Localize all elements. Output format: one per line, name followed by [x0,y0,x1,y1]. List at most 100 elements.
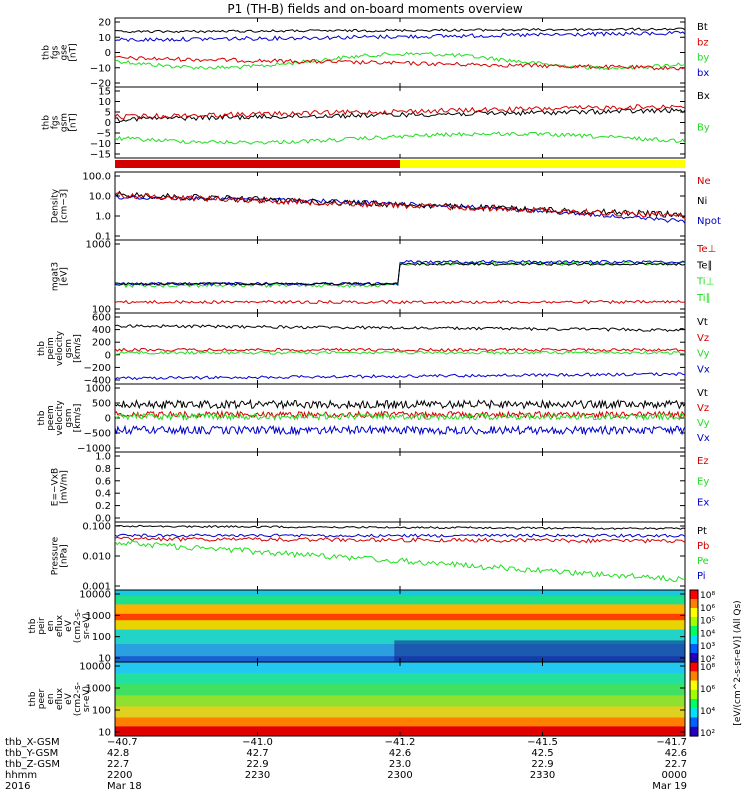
y-tick-label: 100 [92,305,111,316]
trace-blue [114,30,686,43]
trace-green [114,260,686,289]
y-axis-label: eV [64,692,74,705]
y-tick-label: 20 [98,18,111,29]
footer-value: 2330 [530,770,555,781]
footer-value: Mar 18 [107,781,142,792]
y-tick-label: 500 [92,399,111,410]
legend-entry: Vy [697,349,710,360]
y-tick-label: −5 [96,129,111,140]
y-axis-label: E=−VxB [51,468,61,506]
colorbar-tick: 10⁶ [700,685,715,695]
legend-entry: Npot [697,216,721,227]
y-axis-label: gsm [60,113,70,132]
y-tick-label: 1000 [86,384,111,395]
footer-value: Mar 19 [652,781,687,792]
trace-black [114,324,686,333]
legend-entry: Bx [697,91,710,102]
legend-entry: Ez [697,456,709,467]
spectrogram-ion [115,590,685,663]
footer-value: 2200 [107,770,132,781]
legend-entry: Pb [697,541,709,552]
y-tick-label: 100 [92,632,111,643]
y-tick-label: −500 [84,429,111,440]
colorbar-tick: 10³ [700,642,715,652]
y-tick-label: 10 [98,33,111,44]
colorbar-tick: 10⁴ [700,707,715,717]
y-axis-label: mgat3 [51,262,61,291]
trace-black [114,107,686,122]
y-tick-label: 0.4 [95,489,111,500]
colorbar-tick: 10⁸ [700,591,715,601]
y-axis-label: eV [64,619,74,632]
panel-frame [114,17,686,88]
y-axis-label: gse [60,44,70,60]
y-axis-label: thb [42,45,52,60]
y-tick-label: 200 [92,338,111,349]
panel-7: 1.00.80.6 0.40.2 0.0 E=−VxB [mV/m] Ez Ey Ex [51,451,709,525]
trace-green [114,350,686,355]
y-axis-label: [nPa] [60,544,70,567]
footer-value: −41.0 [242,737,273,748]
footer-value: −41.5 [527,737,558,748]
y-tick-label: −10 [90,139,111,150]
y-tick-label: −400 [84,376,111,387]
y-tick-label: 0.6 [95,476,111,487]
y-tick-label: 100 [92,706,111,717]
panel-8: 0.100 0.010 0.001 Pressure [nPa] Pt Pb Pe Pi [51,521,709,593]
footer-value: 0000 [662,770,687,781]
trace-red [114,55,686,71]
y-axis-label: velocity [55,330,65,366]
y-axis-label: velocity [55,400,65,436]
panel-frame [114,383,686,453]
y-axis-label: [nT] [69,113,79,131]
legend-entry: bx [697,68,709,79]
panel-frame [114,171,686,241]
y-axis-label: thb [42,115,52,130]
legend-entry: Vt [697,317,708,328]
colorbar-tick: 10⁴ [700,629,715,639]
y-axis-label: [mV/m] [60,470,70,504]
y-tick-label: 1000 [86,684,111,695]
y-tick-label: 0.100 [82,522,111,533]
footer-value: 22.9 [246,759,268,770]
legend-entry: bz [697,37,709,48]
trace-green [114,412,686,422]
y-axis-label: eflux [55,687,65,710]
trace-blue [114,533,686,538]
y-tick-label: 1.0 [95,452,111,463]
legend-entry: Vz [697,403,709,414]
trace-blue [114,259,686,287]
footer-value: 22.7 [107,759,129,770]
legend-entry: Ex [697,497,709,508]
y-tick-label: 0.1 [95,232,111,243]
panel-6: 1000 500 0 −500 −1000 thb peem velocity gsm [km/s… [37,383,710,455]
y-tick-label: 1.0 [95,212,111,223]
y-tick-label: 0.2 [95,501,111,512]
y-tick-label: −10 [90,63,111,74]
y-tick-label: 0.0 [95,514,111,525]
legend-entry: Vx [697,433,710,444]
y-tick-label: 0 [105,48,111,59]
status-bar-yellow [400,160,685,168]
legend-entry: Ti⊥ [696,277,714,288]
y-tick-label: 600 [92,313,111,324]
legend-entry: Vy [697,418,710,429]
y-axis-label: fgs [51,45,61,59]
y-axis-label: en [46,693,56,704]
footer-label: 2016 [5,781,30,792]
plot-title: P1 (TH-B) fields and on-board moments ov… [227,2,523,16]
y-axis-label: thb [37,341,47,356]
y-tick-label: 0 [105,414,111,425]
y-axis-label: (cm2-s- [73,682,83,716]
y-axis-label: peem [46,405,56,431]
footer-value: 42.5 [531,748,553,759]
y-tick-label: 1000 [86,611,111,622]
legend-entry: Pi [697,571,706,582]
legend-entry: Bt [697,22,708,33]
legend-entry: Ey [697,477,709,488]
y-tick-label: 10 [98,97,111,108]
legend-entry: Vt [697,388,708,399]
colorbar-label: [eV/(cm^2-s-sr-eV)] (All Qs) [733,600,743,725]
